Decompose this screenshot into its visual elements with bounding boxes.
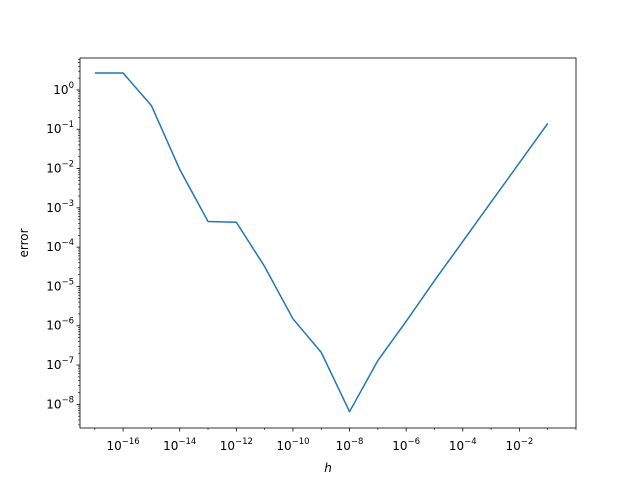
y-tick-label: 10−6 [46,317,74,333]
x-axis-ticks: 10−16 10−14 10−12 10−10 10−8 10−6 10−4 10−2 [106,428,533,453]
y-tick-label: 100 [53,81,74,97]
y-axis-ticks: 10−8 10−7 10−6 10−5 10−4 10−3 10−2 10−1 100 [46,81,80,411]
x-tick-label: 10−10 [276,437,309,453]
x-tick-label: 10−6 [392,437,420,453]
y-tick-label: 10−7 [46,356,74,372]
x-tick-label: 10−14 [163,437,196,453]
y-tick-label: 10−4 [46,238,74,254]
y-axis-label: error [17,228,31,257]
x-tick-label: 10−2 [505,437,533,453]
x-tick-label: 10−12 [220,437,253,453]
x-tick-label: 10−16 [106,437,139,453]
y-tick-label: 10−1 [46,120,74,136]
minor-ticks [78,59,577,430]
y-tick-label: 10−8 [46,395,74,411]
x-tick-label: 10−4 [449,437,477,453]
y-tick-label: 10−3 [46,199,74,215]
error-series-line [94,72,549,413]
x-axis-label: h [324,461,332,475]
plot-frame [79,57,577,429]
y-tick-label: 10−5 [46,277,74,293]
y-tick-label: 10−2 [46,160,74,176]
x-tick-label: 10−8 [336,437,364,453]
